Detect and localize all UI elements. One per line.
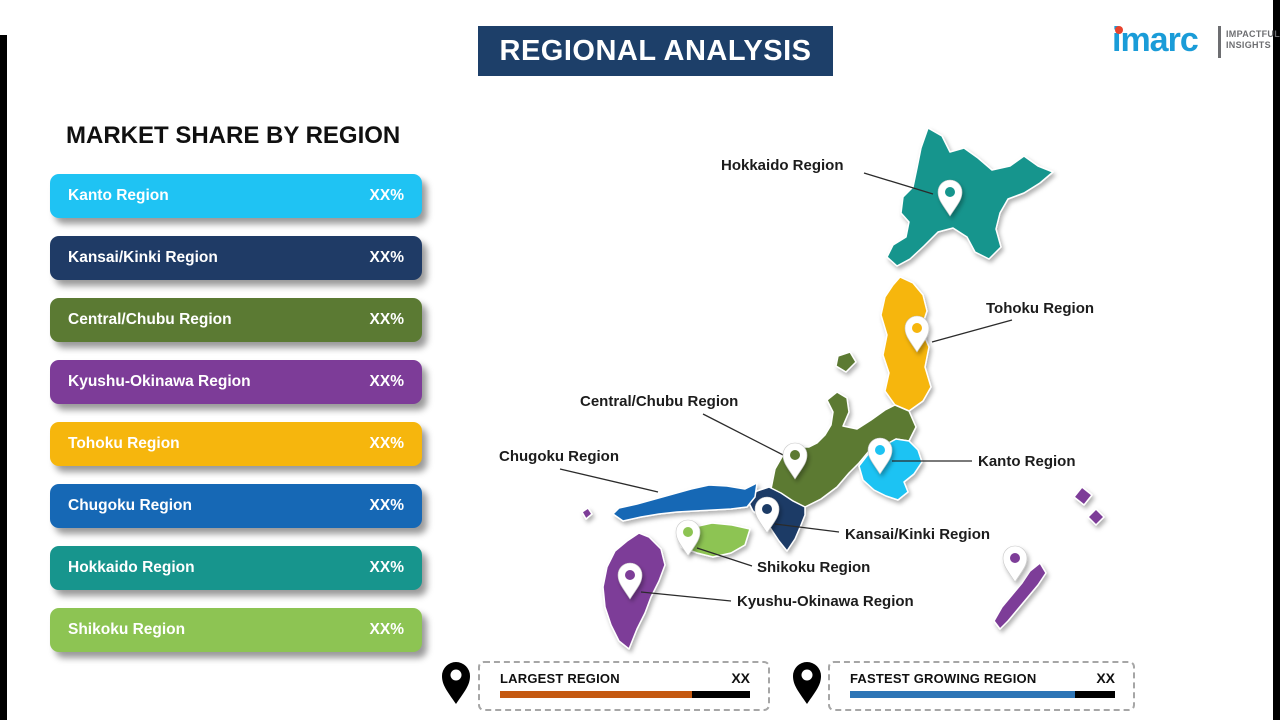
pin-hole xyxy=(945,187,955,197)
region-value: XX% xyxy=(369,187,404,204)
map-pin-tohoku xyxy=(904,315,930,353)
market-share-bar-hokkaido: Hokkaido Region XX% xyxy=(50,546,422,590)
map-pin-hokkaido xyxy=(937,179,963,217)
market-share-bar-kyushu: Kyushu-Okinawa Region XX% xyxy=(50,360,422,404)
imarc-logo: imarc IMPACTFUL INSIGHTS xyxy=(1112,20,1280,66)
region-label: Kyushu-Okinawa Region xyxy=(68,373,251,390)
map-region-tohoku xyxy=(880,276,932,412)
connector-kyushu xyxy=(640,591,732,602)
map-label-kyushu: Kyushu-Okinawa Region xyxy=(737,593,914,610)
map-island-okinawa-main xyxy=(993,562,1047,630)
map-island-okinawa-1 xyxy=(1073,486,1093,506)
largest-region-bar-end xyxy=(692,691,750,698)
largest-region-label: LARGEST REGION xyxy=(500,670,620,686)
largest-region-legend: LARGEST REGION XX xyxy=(478,661,770,711)
pin-hole xyxy=(1010,553,1020,563)
logo-tagline: IMPACTFUL INSIGHTS xyxy=(1226,29,1280,50)
region-value: XX% xyxy=(369,311,404,328)
region-value: XX% xyxy=(369,497,404,514)
map-island-sado xyxy=(835,351,857,373)
region-label: Tohoku Region xyxy=(68,435,180,452)
pin-hole xyxy=(912,323,922,333)
legend-pins xyxy=(442,662,821,704)
map-pin-kyushu xyxy=(617,562,643,600)
map-label-tohoku: Tohoku Region xyxy=(986,300,1095,317)
connector-shikoku xyxy=(696,547,753,567)
connector-tohoku xyxy=(931,319,1013,343)
fastest-region-value: XX xyxy=(1096,670,1115,686)
imarc-logo-text: imarc xyxy=(1112,21,1199,59)
region-label: Kansai/Kinki Region xyxy=(68,249,218,266)
map-pin-chubu xyxy=(782,442,808,480)
pin-hole xyxy=(790,450,800,460)
page-title-box: REGIONAL ANALYSIS xyxy=(478,26,833,76)
fastest-region-bar xyxy=(850,691,1075,698)
market-share-bar-chubu: Central/Chubu Region XX% xyxy=(50,298,422,342)
map-pin-shikoku xyxy=(675,519,701,557)
largest-region-bar xyxy=(500,691,692,698)
connector-chugoku xyxy=(559,468,659,493)
market-share-heading: MARKET SHARE BY REGION xyxy=(66,122,401,149)
region-label: Shikoku Region xyxy=(68,621,186,638)
pin-hole xyxy=(625,570,635,580)
left-edge-bar xyxy=(0,35,7,720)
region-value: XX% xyxy=(369,435,404,452)
region-value: XX% xyxy=(369,373,404,390)
market-share-bar-tohoku: Tohoku Region XX% xyxy=(50,422,422,466)
fastest-growing-region-legend: FASTEST GROWING REGION XX xyxy=(828,661,1135,711)
map-region-hokkaido xyxy=(886,127,1054,267)
pin-hole xyxy=(762,504,772,514)
connector-kansai xyxy=(774,523,840,533)
connector-hokkaido xyxy=(863,172,934,195)
map-pin-kanto xyxy=(867,437,893,475)
map-pin-okinawa xyxy=(1002,545,1028,583)
region-value: XX% xyxy=(369,559,404,576)
region-label: Chugoku Region xyxy=(68,497,192,514)
pin-hole xyxy=(683,527,693,537)
map-pins xyxy=(617,179,1028,600)
fastest-region-label: FASTEST GROWING REGION xyxy=(850,670,1037,686)
imarc-logo-dot-icon xyxy=(1115,26,1123,34)
map-region-chugoku xyxy=(612,482,758,522)
region-label: Central/Chubu Region xyxy=(68,311,232,328)
largest-region-value: XX xyxy=(731,670,750,686)
logo-divider xyxy=(1218,26,1221,58)
fastest-region-pin-icon xyxy=(793,662,821,704)
label-connector-lines xyxy=(559,172,1013,602)
map-island-tsushima xyxy=(581,507,593,520)
region-value: XX% xyxy=(369,249,404,266)
market-share-bar-shikoku: Shikoku Region XX% xyxy=(50,608,422,652)
map-label-shikoku: Shikoku Region xyxy=(757,559,871,576)
market-share-bar-kansai: Kansai/Kinki Region XX% xyxy=(50,236,422,280)
fastest-region-bar-end xyxy=(1075,691,1115,698)
market-share-bar-kanto: Kanto Region XX% xyxy=(50,174,422,218)
map-pin-kansai xyxy=(754,496,780,534)
map-label-kanto: Kanto Region xyxy=(978,453,1076,470)
largest-region-pin-icon xyxy=(442,662,470,704)
map-label-kansai: Kansai/Kinki Region xyxy=(845,526,991,543)
map-label-chubu: Central/Chubu Region xyxy=(580,393,739,410)
region-label: Kanto Region xyxy=(68,187,169,204)
connector-chubu xyxy=(702,413,792,460)
map-island-okinawa-2 xyxy=(1087,508,1105,526)
region-label: Hokkaido Region xyxy=(68,559,195,576)
right-edge-bar xyxy=(1273,0,1280,720)
market-share-bar-chugoku: Chugoku Region XX% xyxy=(50,484,422,528)
pin-hole xyxy=(875,445,885,455)
map-label-chugoku: Chugoku Region xyxy=(499,448,619,465)
map-label-hokkaido: Hokkaido Region xyxy=(721,157,844,174)
page-title: REGIONAL ANALYSIS xyxy=(499,34,812,67)
market-share-list: Kanto Region XX% Kansai/Kinki Region XX%… xyxy=(50,174,422,652)
region-value: XX% xyxy=(369,621,404,638)
